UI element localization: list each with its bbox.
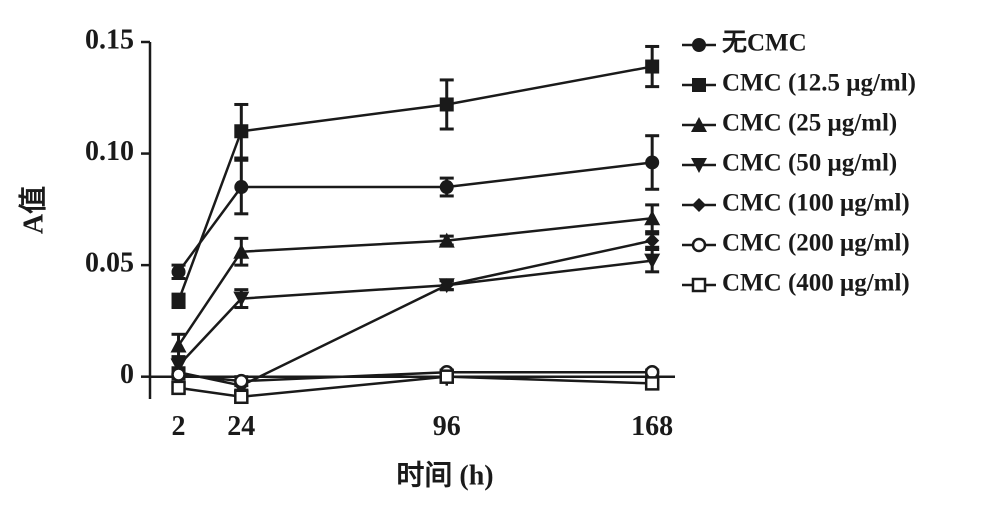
point xyxy=(234,373,249,389)
legend-marker xyxy=(692,38,706,52)
point xyxy=(234,389,249,405)
legend-label: CMC (50 μg/ml) xyxy=(722,150,897,177)
x-tick-label: 96 xyxy=(433,411,461,442)
series-line xyxy=(178,239,653,387)
legend-label: CMC (400 μg/ml) xyxy=(722,270,910,297)
x-tick-label: 2 xyxy=(172,411,186,442)
series-line xyxy=(178,375,653,399)
x-tick-label: 24 xyxy=(227,411,255,442)
point xyxy=(234,124,249,139)
x-tick-label: 168 xyxy=(631,411,673,442)
legend-label: CMC (12.5 μg/ml) xyxy=(722,70,916,97)
y-tick-label: 0 xyxy=(120,359,134,390)
point xyxy=(233,291,250,307)
legend-label: CMC (100 μg/ml) xyxy=(722,190,910,217)
point xyxy=(171,367,186,382)
series-line xyxy=(177,217,653,347)
legend-marker xyxy=(691,158,707,173)
point xyxy=(439,369,454,384)
y-tick-label: 0.05 xyxy=(85,248,134,279)
point xyxy=(645,155,660,170)
legend-marker xyxy=(691,237,707,253)
point xyxy=(644,376,660,391)
point xyxy=(170,337,187,353)
y-tick-label: 0.15 xyxy=(85,24,134,55)
legend-label: 无CMC xyxy=(722,30,807,57)
point xyxy=(438,232,455,248)
point xyxy=(439,180,454,195)
point xyxy=(645,233,660,248)
series-line xyxy=(177,65,653,302)
point xyxy=(171,293,186,308)
legend-label: CMC (200 μg/ml) xyxy=(722,230,910,257)
point xyxy=(645,59,660,74)
point xyxy=(439,278,454,293)
y-axis-label: A值 xyxy=(17,186,49,234)
series-line xyxy=(178,370,653,383)
point xyxy=(644,210,661,226)
point xyxy=(171,264,186,279)
legend-marker xyxy=(692,78,706,92)
legend-marker xyxy=(692,198,706,212)
point xyxy=(171,380,186,396)
series-line xyxy=(177,161,653,273)
point xyxy=(233,243,250,259)
legend-marker xyxy=(691,277,707,293)
legend-marker xyxy=(691,117,707,132)
legend-label: CMC (25 μg/ml) xyxy=(722,110,897,137)
x-axis-label: 时间 (h) xyxy=(396,459,493,491)
point xyxy=(234,180,249,195)
series-line xyxy=(177,259,653,367)
y-tick-label: 0.10 xyxy=(85,136,134,167)
point xyxy=(644,253,661,269)
point xyxy=(439,97,454,112)
